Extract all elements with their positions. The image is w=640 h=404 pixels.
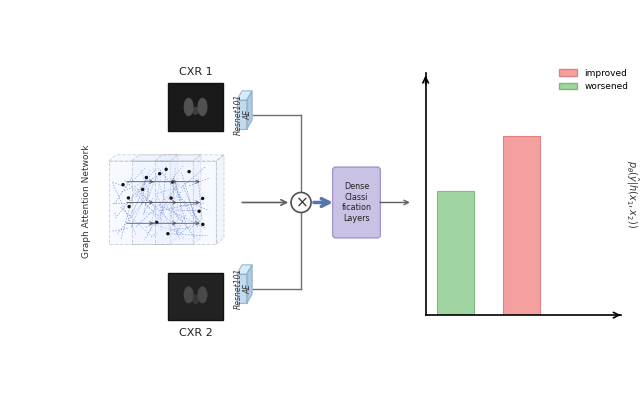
- Polygon shape: [237, 91, 252, 100]
- Polygon shape: [237, 274, 247, 303]
- Polygon shape: [247, 91, 252, 129]
- Ellipse shape: [198, 286, 207, 303]
- Polygon shape: [109, 155, 178, 161]
- Circle shape: [188, 170, 190, 173]
- Circle shape: [167, 233, 169, 235]
- Circle shape: [291, 192, 311, 213]
- Polygon shape: [155, 155, 224, 161]
- Polygon shape: [237, 100, 247, 129]
- Bar: [437, 191, 474, 315]
- Polygon shape: [170, 155, 178, 244]
- Bar: [503, 136, 540, 315]
- Text: Graph Attention Network: Graph Attention Network: [82, 145, 91, 259]
- Ellipse shape: [184, 98, 194, 116]
- Text: CXR 2: CXR 2: [179, 328, 212, 338]
- Y-axis label: $p_{\theta}(\hat{y}|h(x_1, x_2))$: $p_{\theta}(\hat{y}|h(x_1, x_2))$: [624, 160, 640, 228]
- Circle shape: [172, 181, 173, 183]
- Polygon shape: [132, 155, 201, 161]
- Polygon shape: [132, 161, 193, 244]
- Circle shape: [128, 206, 130, 208]
- Circle shape: [159, 173, 161, 175]
- Ellipse shape: [198, 98, 207, 116]
- Circle shape: [202, 198, 204, 200]
- Circle shape: [170, 197, 172, 199]
- Legend: improved, worsened: improved, worsened: [556, 65, 632, 95]
- Circle shape: [198, 210, 200, 212]
- Circle shape: [145, 177, 147, 179]
- Text: $\times$: $\times$: [294, 195, 307, 210]
- Text: CXR 1: CXR 1: [179, 67, 212, 77]
- Polygon shape: [193, 155, 201, 244]
- Circle shape: [156, 221, 158, 223]
- Circle shape: [122, 184, 124, 186]
- FancyBboxPatch shape: [333, 167, 380, 238]
- FancyBboxPatch shape: [168, 83, 223, 131]
- Circle shape: [202, 223, 204, 225]
- Polygon shape: [109, 161, 170, 244]
- Text: Dense
Classi
fication
Layers: Dense Classi fication Layers: [342, 182, 371, 223]
- FancyBboxPatch shape: [168, 273, 223, 320]
- Ellipse shape: [192, 107, 199, 115]
- Circle shape: [127, 197, 129, 199]
- Circle shape: [141, 188, 143, 190]
- Polygon shape: [237, 265, 252, 274]
- Polygon shape: [247, 265, 252, 303]
- Ellipse shape: [184, 286, 194, 303]
- Text: Resnet101
AE: Resnet101 AE: [234, 94, 253, 135]
- Circle shape: [165, 168, 167, 170]
- Polygon shape: [155, 161, 216, 244]
- Text: Resnet101
AE: Resnet101 AE: [234, 268, 253, 309]
- Polygon shape: [216, 155, 224, 244]
- Ellipse shape: [192, 295, 199, 305]
